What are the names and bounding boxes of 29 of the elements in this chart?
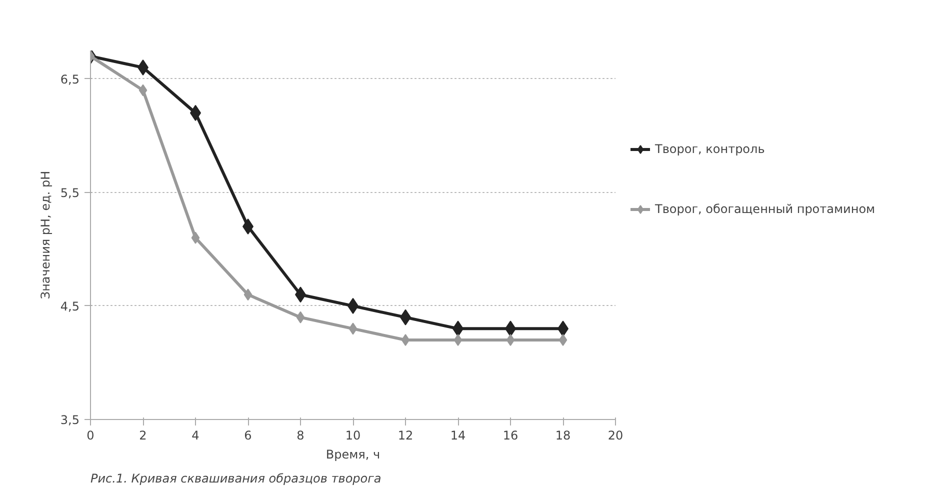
x-tick-label: 2 bbox=[139, 428, 147, 442]
x-tick-label: 20 bbox=[608, 428, 624, 442]
x-tick-label: 10 bbox=[345, 428, 361, 442]
legend-label: Творог, обогащенный протамином bbox=[655, 202, 876, 216]
x-tick-label: 6 bbox=[244, 428, 252, 442]
x-tick-label: 18 bbox=[555, 428, 571, 442]
point bbox=[348, 322, 358, 335]
point bbox=[244, 288, 252, 301]
text: Рис.1. Кривая сквашивания образцов творога bbox=[90, 472, 382, 486]
y-axis-title: Значения рН, ед. рН bbox=[38, 170, 52, 300]
x-tick-label: 8 bbox=[296, 428, 304, 442]
point bbox=[296, 311, 305, 324]
y-tick-label: 6,5 bbox=[60, 72, 80, 86]
x-tick-label: 0 bbox=[86, 428, 94, 442]
x-tick-label: 4 bbox=[192, 428, 200, 442]
point bbox=[506, 334, 515, 346]
y-tick-label: 5,5 bbox=[60, 186, 80, 200]
point bbox=[558, 334, 568, 346]
point bbox=[138, 84, 148, 96]
x-tick-label: 12 bbox=[398, 428, 414, 442]
y-tick-label: 4,5 bbox=[60, 299, 80, 314]
point bbox=[454, 334, 462, 346]
x-axis-title: Время, ч bbox=[326, 448, 380, 462]
point bbox=[191, 232, 200, 244]
point bbox=[401, 334, 410, 346]
x-tick-label: 16 bbox=[502, 428, 518, 442]
y-tick-label: 3,5 bbox=[60, 413, 80, 427]
legend-label: Творог, контроль bbox=[655, 142, 765, 156]
x-tick-label: 14 bbox=[450, 428, 466, 442]
